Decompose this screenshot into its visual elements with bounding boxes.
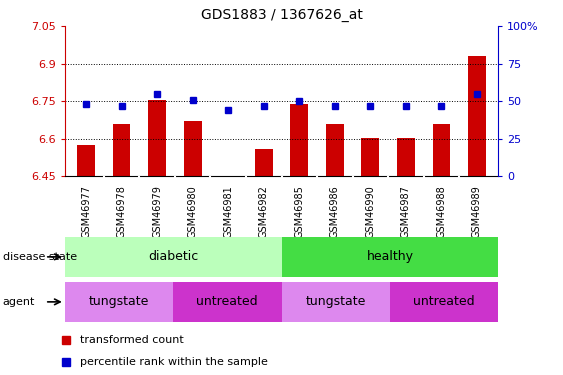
Bar — [184, 121, 202, 176]
Text: agent: agent — [3, 297, 35, 307]
Text: GSM46979: GSM46979 — [152, 185, 162, 238]
Text: GSM46986: GSM46986 — [330, 185, 340, 238]
Text: transformed count: transformed count — [81, 335, 184, 345]
Text: disease state: disease state — [3, 252, 77, 262]
Text: GSM46980: GSM46980 — [187, 185, 198, 238]
FancyBboxPatch shape — [282, 237, 498, 277]
Text: tungstate: tungstate — [306, 296, 366, 308]
Bar — [361, 138, 379, 176]
Text: tungstate: tungstate — [89, 296, 149, 308]
Text: GSM46989: GSM46989 — [472, 185, 482, 238]
Text: GSM46982: GSM46982 — [259, 185, 269, 238]
Text: GSM46990: GSM46990 — [365, 185, 376, 238]
FancyBboxPatch shape — [65, 237, 282, 277]
FancyBboxPatch shape — [65, 282, 173, 322]
FancyBboxPatch shape — [390, 282, 498, 322]
Bar — [326, 124, 343, 176]
Bar — [468, 56, 486, 176]
FancyBboxPatch shape — [282, 282, 390, 322]
Bar — [291, 104, 308, 176]
Text: percentile rank within the sample: percentile rank within the sample — [81, 357, 268, 367]
Bar — [77, 145, 95, 176]
Bar — [432, 124, 450, 176]
Text: untreated: untreated — [196, 296, 258, 308]
Text: GSM46981: GSM46981 — [223, 185, 233, 238]
Text: GSM46978: GSM46978 — [117, 185, 127, 238]
Title: GDS1883 / 1367626_at: GDS1883 / 1367626_at — [200, 9, 363, 22]
Bar — [255, 149, 272, 176]
Bar — [148, 100, 166, 176]
Text: GSM46985: GSM46985 — [294, 185, 304, 238]
Text: GSM46987: GSM46987 — [401, 185, 411, 238]
Bar — [397, 138, 415, 176]
Text: untreated: untreated — [413, 296, 475, 308]
Text: healthy: healthy — [367, 251, 413, 263]
FancyBboxPatch shape — [173, 282, 282, 322]
Bar — [113, 124, 131, 176]
Text: GSM46977: GSM46977 — [81, 185, 91, 238]
Text: GSM46988: GSM46988 — [436, 185, 446, 238]
Text: diabetic: diabetic — [148, 251, 198, 263]
